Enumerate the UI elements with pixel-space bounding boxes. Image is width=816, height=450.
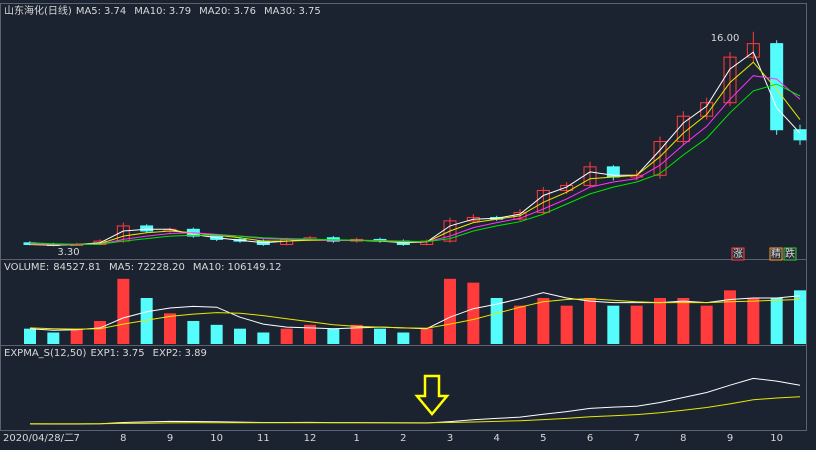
x-tick-label: 4 bbox=[493, 433, 499, 444]
header-text: 106149.12 bbox=[227, 262, 281, 273]
x-tick-label: 7 bbox=[633, 433, 639, 444]
x-tick-label: 7 bbox=[73, 433, 79, 444]
x-tick-label: 2020/04/28/二 bbox=[3, 433, 74, 444]
candle-body bbox=[746, 43, 760, 58]
badge bbox=[731, 247, 745, 261]
volume-bar bbox=[724, 290, 736, 344]
volume-bar bbox=[24, 328, 36, 344]
volume-bar bbox=[677, 298, 690, 344]
x-tick-label: 1 bbox=[353, 433, 359, 444]
volume-bar bbox=[794, 290, 806, 344]
volume-bar bbox=[654, 298, 666, 344]
header-text: 3.79 bbox=[169, 6, 191, 17]
high-label: 16.00 bbox=[711, 33, 740, 44]
x-tick-label: 8 bbox=[120, 433, 126, 444]
volume-bar bbox=[94, 321, 106, 344]
header-text: MA30: bbox=[264, 6, 296, 17]
volume-bar bbox=[117, 278, 130, 344]
volume-bar bbox=[607, 305, 620, 344]
header-text: VOLUME: bbox=[4, 262, 49, 273]
volume-bar bbox=[374, 328, 386, 344]
badge-text: 精 bbox=[771, 247, 781, 260]
header-text: EXPMA_S(12,50) bbox=[4, 348, 87, 359]
volume-bar bbox=[397, 332, 410, 344]
volume-bar bbox=[630, 305, 643, 344]
volume-bar bbox=[327, 328, 340, 344]
x-tick-label: 2 bbox=[400, 433, 406, 444]
x-tick-label: 9 bbox=[727, 433, 733, 444]
volume-bar bbox=[257, 332, 270, 344]
header-text: EXP2: bbox=[153, 348, 182, 359]
volume-bar bbox=[747, 298, 760, 344]
badge-text: 涨 bbox=[733, 248, 743, 260]
volume-bar bbox=[350, 324, 363, 344]
volume-bar bbox=[444, 278, 456, 344]
x-tick-label: 10 bbox=[210, 433, 223, 444]
volume-bar bbox=[700, 305, 713, 344]
x-tick-label: 3 bbox=[447, 433, 453, 444]
header-text: 3.89 bbox=[185, 348, 207, 359]
volume-bar bbox=[490, 298, 503, 344]
x-tick-label: 10 bbox=[770, 433, 783, 444]
header-text: 84527.81 bbox=[53, 262, 101, 273]
volume-bar bbox=[420, 328, 433, 344]
header-text: MA10: bbox=[134, 6, 166, 17]
candle-body bbox=[140, 225, 154, 232]
header-text: MA10: bbox=[193, 262, 225, 273]
candle-body bbox=[793, 129, 807, 141]
volume-bar bbox=[467, 282, 480, 344]
low-label: 3.30 bbox=[57, 247, 79, 258]
header-text: 3.75 bbox=[299, 6, 321, 17]
x-tick-label: 8 bbox=[680, 433, 686, 444]
volume-bar bbox=[584, 298, 596, 344]
header-text: MA20: bbox=[199, 6, 231, 17]
header-text: 3.75 bbox=[122, 348, 144, 359]
header-text: MA5: bbox=[109, 262, 134, 273]
volume-bar bbox=[304, 324, 316, 344]
indicator-line bbox=[30, 396, 801, 425]
candle-body bbox=[536, 189, 550, 213]
volume-bar bbox=[187, 321, 200, 344]
x-tick-label: 12 bbox=[304, 433, 317, 444]
badge bbox=[769, 247, 783, 261]
candle-body bbox=[723, 56, 737, 104]
volume-bar bbox=[234, 328, 246, 344]
badge bbox=[783, 247, 797, 261]
x-tick-label: 11 bbox=[257, 433, 270, 444]
indicator-line bbox=[29, 298, 801, 330]
candle-body bbox=[653, 141, 667, 176]
volume-bar bbox=[770, 298, 783, 344]
candle-body bbox=[700, 102, 714, 117]
badge-text: 跌 bbox=[785, 247, 795, 260]
volume-bar bbox=[70, 328, 83, 344]
volume-bar bbox=[164, 313, 176, 344]
candle-body bbox=[560, 184, 574, 191]
header-text: 山东海化(日线) bbox=[4, 4, 72, 17]
header-text: EXP1: bbox=[90, 348, 119, 359]
header-text: 3.76 bbox=[234, 6, 256, 17]
chart-layer: 16.003.30 涨精跌山东海化(日线) MA5: 3.74 MA10: 3.79 MA2… bbox=[3, 4, 807, 444]
header-text: 72228.20 bbox=[137, 262, 185, 273]
volume-bar bbox=[210, 324, 223, 344]
volume-bar bbox=[537, 298, 550, 344]
volume-bar bbox=[560, 305, 573, 344]
volume-bar bbox=[514, 305, 526, 344]
expma-panel bbox=[0, 345, 807, 431]
volume-bar bbox=[280, 328, 293, 344]
volume-bar bbox=[140, 298, 153, 344]
volume-bar bbox=[47, 332, 60, 344]
x-tick-label: 5 bbox=[540, 433, 546, 444]
candle-body bbox=[443, 220, 457, 242]
arrow-annotation bbox=[414, 374, 450, 416]
header-text: 3.74 bbox=[104, 6, 126, 17]
x-tick-label: 6 bbox=[587, 433, 593, 444]
indicator-line bbox=[29, 83, 801, 245]
header-text: MA5: bbox=[76, 6, 101, 17]
x-tick-label: 9 bbox=[167, 433, 173, 444]
